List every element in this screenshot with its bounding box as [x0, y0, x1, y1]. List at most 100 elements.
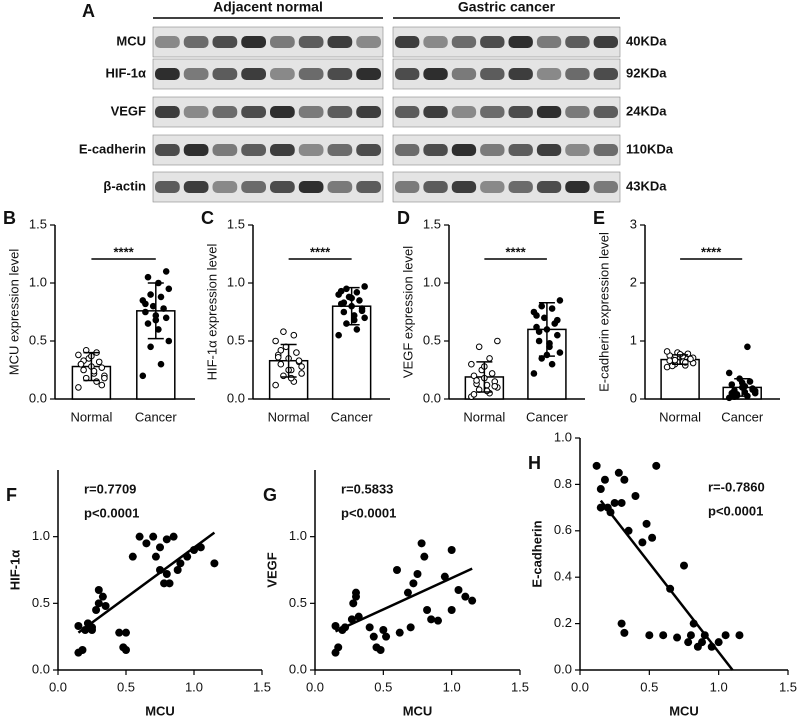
blot-band — [508, 181, 533, 193]
blot-band — [212, 68, 238, 80]
blot-band — [508, 36, 533, 48]
data-point — [486, 355, 493, 362]
data-point — [353, 326, 361, 333]
data-point — [488, 370, 496, 377]
annotation: p<0.0001 — [84, 505, 139, 520]
x-tick-label: Normal — [268, 409, 310, 424]
data-point — [347, 615, 356, 624]
data-point — [470, 391, 478, 398]
x-tick-label: Cancer — [526, 409, 569, 424]
significance-label: **** — [310, 244, 331, 259]
y-tick-label: 0.8 — [554, 476, 572, 491]
blot-band — [356, 68, 381, 80]
data-point — [475, 343, 483, 351]
x-tick-label: 1.5 — [253, 679, 271, 694]
data-point — [395, 628, 404, 637]
blot-band — [155, 144, 180, 156]
data-point — [393, 566, 401, 574]
data-point — [343, 320, 350, 327]
blot-band — [298, 68, 324, 80]
data-point — [144, 320, 152, 327]
y-tick-label: 0.5 — [289, 595, 307, 610]
panel-letter: B — [3, 208, 16, 228]
annotation: p<0.0001 — [341, 505, 396, 520]
blot-band — [155, 181, 180, 193]
data-point — [535, 328, 543, 336]
data-point — [340, 299, 348, 307]
blot-band — [480, 106, 505, 118]
blot-band — [241, 181, 266, 193]
data-point — [746, 378, 754, 385]
data-point — [94, 599, 103, 608]
blot-band — [565, 68, 590, 80]
data-point — [160, 305, 167, 312]
x-tick-label: 1.0 — [185, 679, 203, 694]
data-point — [349, 599, 358, 608]
blot-band — [212, 36, 238, 48]
data-point — [337, 287, 345, 295]
data-point — [423, 606, 432, 614]
y-tick-label: 0.5 — [29, 332, 47, 347]
data-point — [157, 360, 165, 368]
regression-line — [77, 531, 216, 634]
blot-band — [395, 181, 420, 193]
data-point — [95, 358, 103, 366]
data-point — [406, 623, 415, 632]
blot-band — [327, 144, 353, 156]
data-point — [293, 349, 300, 356]
data-point — [600, 475, 609, 484]
blot-band — [155, 36, 180, 48]
blot-band — [212, 144, 238, 156]
data-point — [610, 498, 619, 507]
data-point — [142, 300, 149, 308]
data-point — [334, 643, 343, 652]
data-point — [728, 389, 736, 397]
data-point — [78, 646, 87, 654]
data-point — [413, 570, 422, 578]
blot-band — [480, 68, 505, 80]
blot-band — [451, 68, 477, 80]
data-point — [135, 532, 144, 541]
blot-band — [298, 106, 324, 118]
data-point — [447, 546, 456, 554]
blot-band — [356, 106, 381, 118]
row-label: β-actin — [103, 178, 146, 193]
blot-band — [155, 68, 180, 80]
y-axis-label: MCU expression level — [6, 249, 21, 376]
y-tick-label: 0.4 — [554, 569, 572, 584]
data-point — [642, 519, 651, 528]
data-point — [277, 360, 285, 368]
blot-band — [508, 68, 533, 80]
blot-band — [241, 144, 266, 156]
y-tick-label: 0.0 — [423, 390, 441, 405]
blot-band — [536, 106, 562, 118]
x-tick-label: 1.0 — [710, 679, 728, 694]
group-label: Adjacent normal — [213, 0, 323, 15]
blot-band — [565, 36, 590, 48]
blot-band — [423, 106, 448, 118]
y-axis-label: HIF-1α expression level — [204, 243, 219, 380]
y-tick-label: 0.5 — [227, 332, 245, 347]
data-point — [94, 586, 103, 594]
y-tick-label: 0.0 — [554, 661, 572, 676]
blot-band — [451, 36, 477, 48]
data-point — [468, 360, 475, 368]
data-point — [280, 328, 287, 336]
x-tick-label: 0.0 — [571, 679, 589, 694]
blot-band — [423, 36, 448, 48]
data-point — [698, 638, 707, 647]
data-point — [382, 632, 391, 641]
blot-band — [565, 106, 590, 118]
data-point — [365, 623, 374, 632]
blot-band — [508, 106, 533, 118]
annotation: r=-0.7860 — [708, 479, 765, 494]
blot-band — [451, 144, 477, 156]
panel-letter: C — [201, 208, 214, 228]
x-tick-label: 0.0 — [49, 679, 67, 694]
y-tick-label: 1.5 — [29, 216, 47, 231]
blot-band — [593, 68, 618, 80]
blot-band — [536, 68, 562, 80]
x-tick-label: Cancer — [721, 409, 764, 424]
panel-letter: H — [528, 453, 541, 473]
data-point — [101, 602, 110, 610]
